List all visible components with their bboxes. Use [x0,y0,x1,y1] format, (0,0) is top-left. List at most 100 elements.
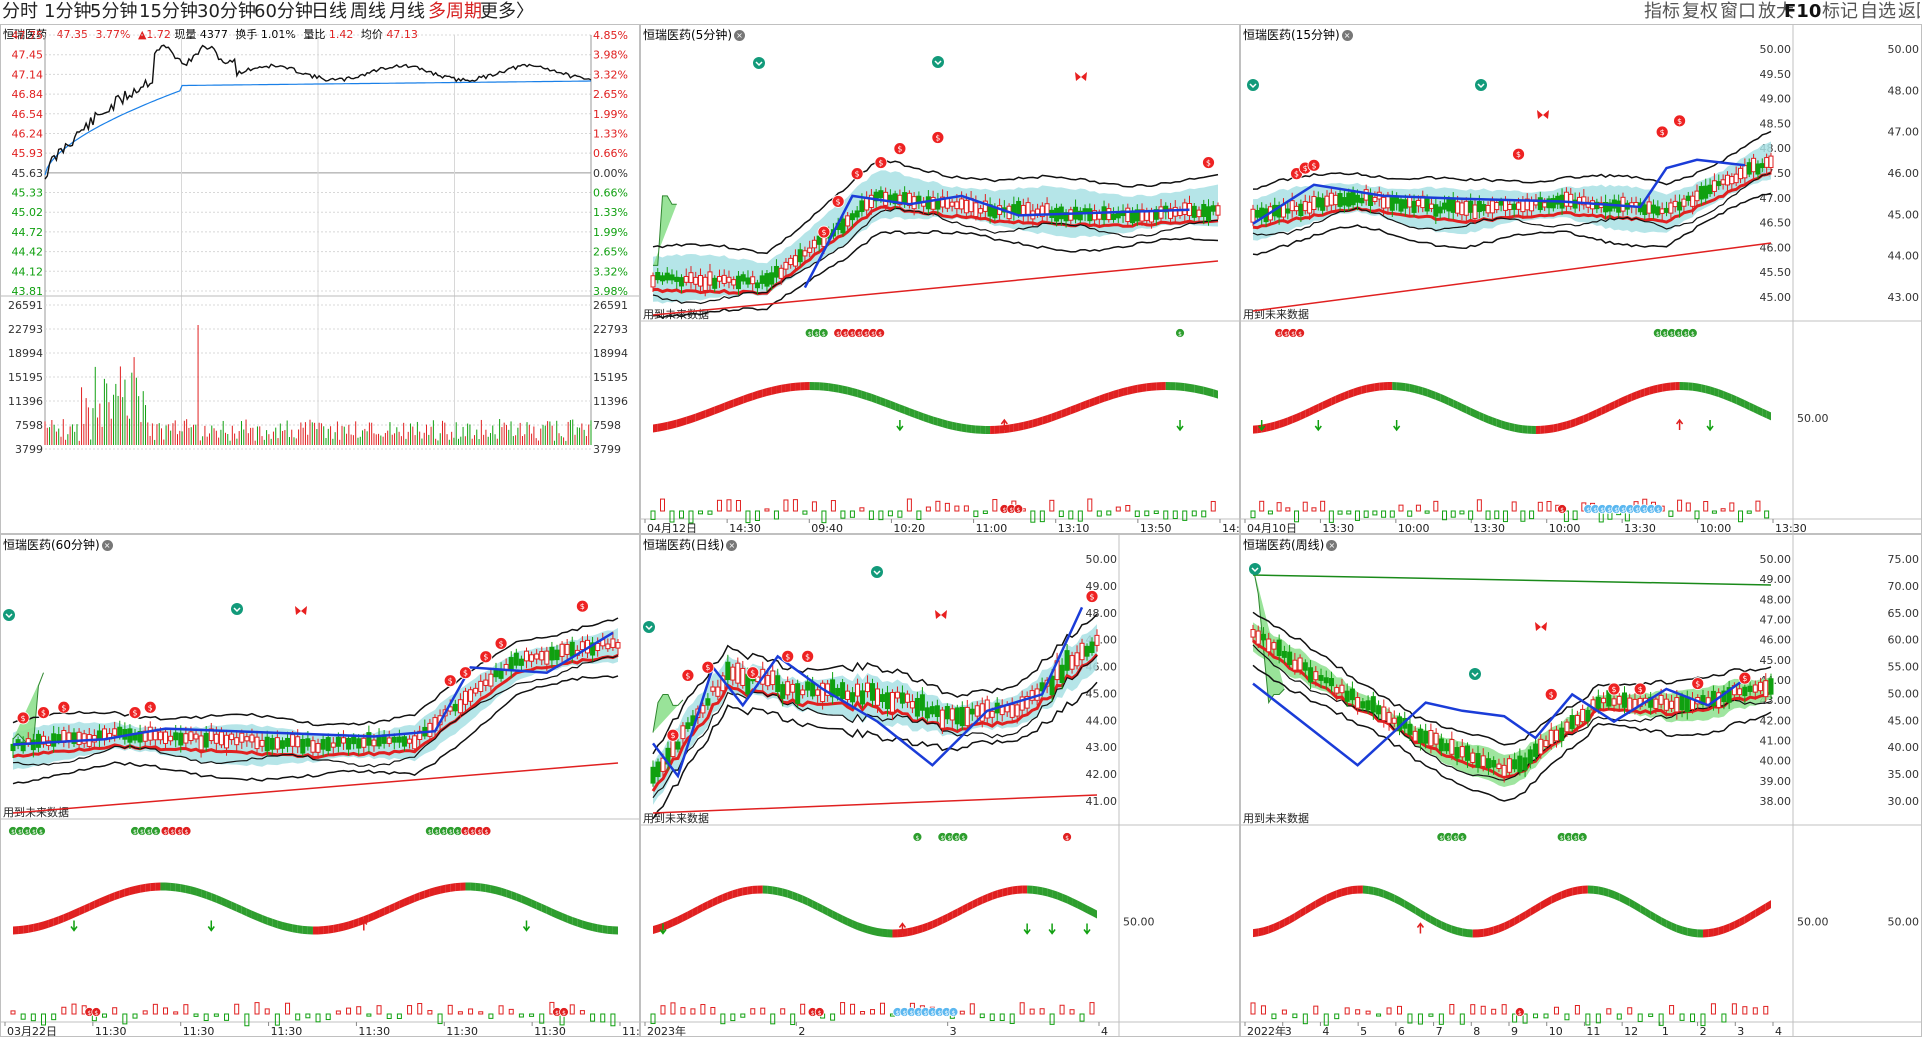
tab-more[interactable]: 更多〉 [480,1,534,22]
macd-wave-segment [692,906,698,917]
tab-5min[interactable]: 5分钟 [90,1,138,22]
volume-axis-label: 11396 [593,395,628,408]
macd-wave-segment [384,905,390,916]
candle-body [1655,206,1661,216]
indicator-button[interactable]: 指标 [1644,1,1680,22]
candle-body [1285,208,1291,214]
macd-wave-segment [241,906,247,917]
macd-bar [669,510,675,523]
kline-daily-chart[interactable]: 50.0049.0048.0047.0046.0045.0044.0043.00… [641,535,1240,1037]
candle-body [1302,662,1308,671]
signal-row-icon-glyph: $ [1593,508,1597,514]
macd-wave-segment [1683,382,1689,391]
tab-30min[interactable]: 30分钟 [197,1,256,22]
butterfly-icon [935,610,947,619]
candle-body [1710,690,1716,707]
close-icon[interactable]: × [1326,540,1338,551]
candle-body [785,681,791,696]
macd-bar [264,1008,270,1015]
tab-weekly[interactable]: 周线 [350,1,386,22]
tab-monthly[interactable]: 月线 [389,1,425,22]
kline-weekly-chart[interactable]: 50.0049.0048.0047.0046.0045.0044.0043.00… [1241,535,1922,1037]
signal-row-icon-glyph: $ [1065,836,1069,842]
signal-row-icon-glyph: $ [1670,332,1674,338]
kline-60min-chart[interactable]: 03月22日11:3011:3011:3011:3011:3011:3011:3… [1,535,640,1037]
macd-wave-segment [1645,907,1651,919]
macd-wave-segment [1653,384,1658,394]
time-axis-label: 13:30 [1624,522,1656,534]
macd-bar [1346,510,1352,515]
tab-multi-period[interactable]: 多周期 [428,1,482,22]
buy-signal-icon [459,666,472,680]
candle-body [664,272,670,281]
signal-row-icon-glyph: $ [435,830,439,836]
kline-5min-chart[interactable]: 04月12日14:3009:4010:2011:0013:1013:5014:3… [641,25,1240,534]
macd-wave-segment [877,927,883,937]
macd-wave-segment [1092,907,1097,919]
macd-wave-segment [1263,925,1269,936]
macd-wave-segment [1509,422,1515,432]
macd-bar [959,1010,965,1015]
tab-1min[interactable]: 1分钟 [44,1,92,22]
macd-wave-segment [752,885,758,894]
macd-wave-segment [918,411,924,422]
candle-body [919,694,925,711]
macd-bar [1068,510,1074,520]
tab-daily[interactable]: 日线 [311,1,347,22]
macd-wave-segment [333,923,339,933]
close-icon[interactable]: × [101,540,113,551]
adjust-button[interactable]: 复权 [1682,1,1718,22]
signal-row-icon-glyph: $ [1677,332,1681,338]
tab-60min[interactable]: 60分钟 [254,1,313,22]
candle-body [351,736,357,745]
macd-wave-segment [89,900,95,911]
volume-axis-label: 7598 [593,419,621,432]
buy-signal-icon [1691,677,1705,690]
macd-wave-segment [671,419,677,429]
macd-wave-segment [1374,382,1380,392]
buy-signal-icon-glyph: $ [133,709,138,718]
mark-button[interactable]: 标记 [1822,1,1858,22]
intraday-chart[interactable]: 47.75 4.85%47.45 3.98%47.14 3.32%46.84 2.65%… [1,25,640,534]
macd-bar [1595,1013,1601,1024]
macd-wave-segment [353,918,359,928]
kline-15min-chart[interactable]: 50.0049.5049.0048.5048.0047.5047.0046.50… [1241,25,1922,534]
signal-row-icon [912,832,923,842]
macd-bar [750,1008,756,1015]
back-button[interactable]: 返回 [1898,1,1920,22]
candle-body [795,683,801,704]
candle-body [1674,697,1680,713]
macd-wave-segment [1627,393,1632,403]
f10-button[interactable]: F10 [1784,1,1822,22]
candle-body [1339,684,1345,694]
macd-wave-segment [1340,391,1345,402]
candle-body [279,740,285,749]
zoom-button[interactable]: 放大 [1758,1,1794,22]
candle-body [112,728,118,736]
macd-bar [650,1013,656,1024]
close-icon[interactable]: × [726,540,738,551]
watchlist-button[interactable]: 自选 [1860,1,1896,22]
close-icon[interactable]: × [734,30,745,41]
time-axis-label: 4 [1101,1025,1108,1037]
window-button[interactable]: 窗口 [1720,1,1756,22]
macd-wave-segment [1348,388,1354,399]
macd-wave-segment [657,422,663,432]
candle-body [1423,730,1429,744]
volume-axis-label: 3799 [593,443,621,456]
close-icon[interactable]: × [1341,30,1353,41]
future-data-note: 用到未来数据 [1243,307,1309,321]
macd-wave-segment [902,928,908,937]
candle-body [1502,199,1508,211]
macd-bar [1311,507,1317,512]
signal-row-icon-glyph: $ [811,1011,815,1017]
macd-bar [1039,510,1045,523]
tab-15min[interactable]: 15分钟 [139,1,198,22]
tab-intraday[interactable]: 分时 [2,1,38,22]
macd-bar [508,1008,514,1015]
buy-signal-icon [494,637,508,650]
candle-body [1355,697,1361,709]
signal-row-icon-glyph: $ [1016,508,1020,514]
macd-wave-segment [1723,390,1728,401]
macd-bar [1376,1013,1382,1017]
